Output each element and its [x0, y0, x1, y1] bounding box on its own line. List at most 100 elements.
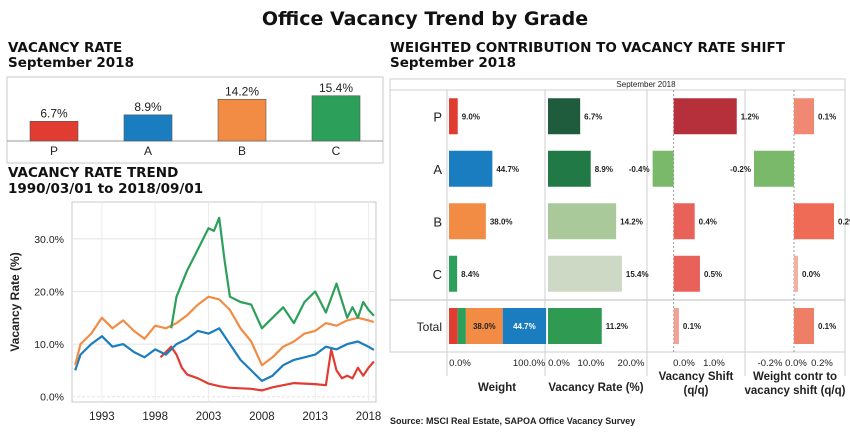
- contrib-axis-tick: -0.2%: [758, 358, 783, 369]
- bar-B: [217, 98, 267, 142]
- weight-bar-C: [449, 255, 458, 292]
- contribution-subtitle: September 2018: [390, 55, 516, 71]
- bar-label-B: 14.2%: [225, 84, 259, 98]
- trend-xtick-label: 2013: [302, 411, 328, 423]
- series2-bar-B: [673, 203, 695, 240]
- series1-label-B: 14.2%: [620, 217, 643, 226]
- series1-label-Total: 11.2%: [606, 322, 628, 331]
- series3-bar-P: [794, 98, 814, 135]
- contrib-axis-tick: 0.0%: [785, 358, 807, 369]
- contrib-column-title-line: Vacancy Rate (%): [548, 382, 643, 394]
- series3-label-Total: 0.1%: [818, 322, 836, 331]
- vacancy-rate-subtitle: September 2018: [8, 55, 134, 71]
- series3-bar-B: [794, 203, 834, 240]
- series2-label-B: 0.4%: [699, 217, 717, 226]
- trend-ytick-label: 20.0%: [34, 286, 64, 298]
- series1-bar-C: [548, 255, 622, 292]
- series3-label-P: 0.1%: [818, 112, 836, 121]
- bar-category-A: A: [144, 144, 152, 158]
- weight-label-C: 8.4%: [461, 270, 479, 279]
- series2-label-C: 0.5%: [704, 270, 722, 279]
- contrib-row-label-A: A: [433, 162, 442, 177]
- bar-A: [123, 114, 173, 142]
- contribution-title: WEIGHTED CONTRIBUTION TO VACANCY RATE SH…: [390, 40, 785, 56]
- series1-bar-P: [548, 98, 581, 135]
- trend-series-A: [74, 327, 375, 382]
- series3-label-B: 0.2%: [838, 217, 850, 226]
- contrib-column-title-line: Weight contr to: [753, 371, 837, 383]
- series1-bar-A: [548, 150, 591, 187]
- trend-xtick-label: 1993: [89, 411, 115, 423]
- trend-xtick-label: 2008: [249, 411, 275, 423]
- page-title: Office Vacancy Trend by Grade: [261, 8, 589, 30]
- trend-title: VACANCY RATE TREND: [8, 165, 179, 181]
- contrib-axis-tick: 20.0%: [618, 358, 645, 369]
- contrib-column-title-line: Vacancy Shift: [659, 371, 734, 383]
- contrib-column-title-line: Weight: [478, 382, 516, 394]
- vacancy-rate-title: VACANCY RATE: [8, 40, 123, 56]
- contrib-axis-tick: 0.2%: [811, 358, 833, 369]
- trend-ytick-label: 30.0%: [34, 234, 64, 246]
- weight-total-segment-P: [449, 308, 458, 344]
- series1-label-C: 15.4%: [626, 270, 649, 279]
- contrib-row-label-Total: Total: [417, 320, 442, 334]
- bar-P: [29, 121, 79, 142]
- trend-y-axis-label: Vacancy Rate (%): [8, 252, 22, 351]
- trend-plot-frame: [71, 201, 377, 403]
- weight-total-segment-A: [502, 308, 547, 344]
- weight-label-A: 44.7%: [496, 165, 519, 174]
- weighted-contribution-chart: September 2018 P A B C Total 9.0% 44.7% 38.0% 8.4…: [389, 78, 850, 397]
- contrib-column-title: Weight: [478, 382, 516, 394]
- series2-bar-A: [652, 150, 674, 187]
- bar-label-C: 15.4%: [319, 81, 353, 95]
- contrib-row-label-C: C: [433, 267, 442, 282]
- contrib-column-title-line: vacancy shift (q/q): [745, 385, 846, 397]
- series2-bar-C: [673, 255, 700, 292]
- bar-label-P: 6.7%: [40, 106, 68, 120]
- trend-series-C: [170, 216, 375, 330]
- trend-series-P: [159, 345, 375, 392]
- trend-xtick-label: 2018: [356, 411, 382, 423]
- weight-total-segment-B: [465, 308, 503, 344]
- series3-label-C: 0.0%: [802, 270, 820, 279]
- bar-category-C: C: [332, 144, 341, 158]
- weight-bar-A: [449, 150, 493, 187]
- bar-category-P: P: [50, 144, 58, 158]
- trend-xtick-label: 1998: [142, 411, 168, 423]
- trend-ytick-label: 0.0%: [40, 392, 64, 404]
- series1-bar-Total: [548, 308, 602, 344]
- trend-series-B: [74, 295, 375, 367]
- bar-label-A: 8.9%: [134, 100, 162, 114]
- bar-C: [311, 95, 361, 142]
- contrib-row-label-B: B: [433, 214, 442, 229]
- vacancy-rate-trend-chart: 0.0% 10.0% 20.0% 30.0% 1993 1998 2003 2008 2013 2…: [8, 201, 382, 423]
- contrib-axis-tick: 0.0%: [548, 358, 570, 369]
- series3-label-A: -0.2%: [730, 165, 751, 174]
- contrib-frame: [389, 78, 846, 353]
- contrib-column-title: Weight contr to vacancy shift (q/q): [745, 371, 846, 397]
- series2-bar-Total: [673, 308, 679, 344]
- contrib-axis-tick: 100.0%: [513, 358, 546, 369]
- contrib-axis-tick: 0.0%: [673, 358, 695, 369]
- series2-bar-P: [673, 98, 737, 135]
- weight-total-label-A: 44.7%: [513, 322, 536, 331]
- contrib-axis-tick: 1.0%: [703, 358, 725, 369]
- contrib-column-title-line: (q/q): [684, 385, 709, 397]
- bar-chart-frame: [6, 76, 384, 164]
- series3-bar-C: [794, 255, 798, 292]
- weight-label-P: 9.0%: [462, 112, 480, 121]
- contrib-column-title: Vacancy Rate (%): [548, 382, 643, 394]
- series1-bar-B: [548, 203, 617, 240]
- contrib-column-title: Vacancy Shift (q/q): [659, 371, 734, 397]
- series1-label-A: 8.9%: [595, 165, 613, 174]
- source-note: Source: MSCI Real Estate, SAPOA Office V…: [390, 416, 636, 426]
- series1-label-P: 6.7%: [584, 112, 602, 121]
- series2-label-Total: 0.1%: [683, 322, 701, 331]
- series3-bar-A: [754, 150, 794, 187]
- trend-ytick-label: 10.0%: [34, 339, 64, 351]
- contrib-row-label-P: P: [433, 109, 442, 124]
- contrib-header-label: September 2018: [616, 80, 676, 89]
- weight-bar-P: [449, 98, 458, 135]
- contrib-axis-tick: 0.0%: [449, 358, 471, 369]
- weight-total-label-B: 38.0%: [473, 322, 496, 331]
